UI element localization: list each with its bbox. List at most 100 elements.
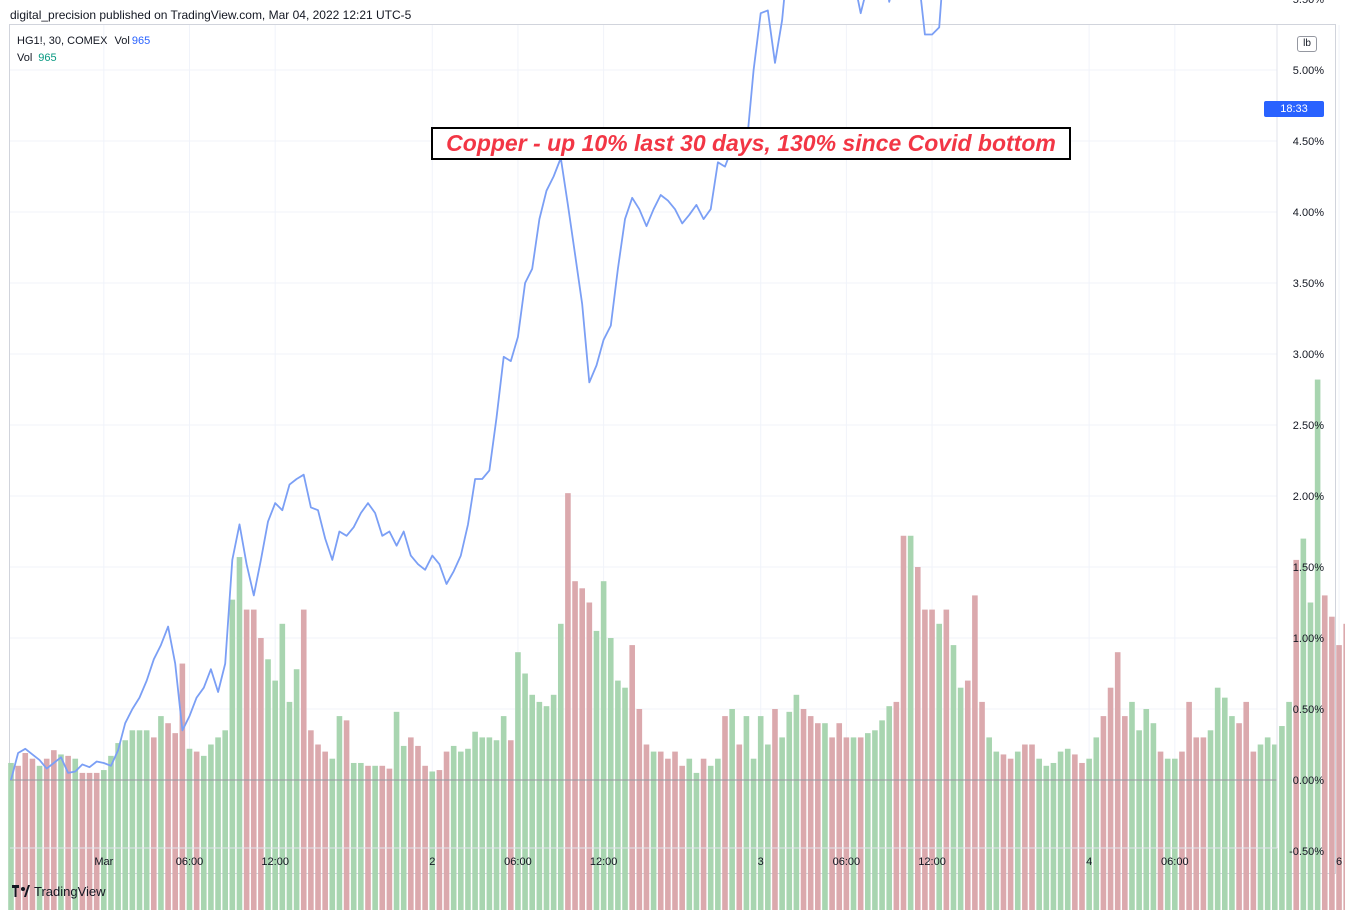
- volume-bar: [143, 730, 150, 910]
- volume-bar: [850, 737, 857, 910]
- volume-bar: [508, 740, 514, 910]
- volume-bar: [1072, 754, 1078, 910]
- unit-button[interactable]: lb: [1297, 36, 1317, 52]
- volume-bar: [943, 609, 950, 910]
- volume-bar: [286, 701, 293, 910]
- volume-bar: [807, 716, 814, 910]
- volume-bar: [679, 765, 685, 910]
- volume-bar: [208, 744, 214, 910]
- y-tick-label: 4.50%: [1293, 136, 1324, 148]
- volume-bar: [1271, 744, 1278, 910]
- volume-bar: [1207, 730, 1214, 910]
- y-tick-label: -0.50%: [1289, 846, 1324, 858]
- volume-bar: [243, 609, 250, 910]
- volume-bar: [993, 751, 1000, 910]
- legend-symbol-row: HG1!, 30, COMEX Vol 965: [17, 35, 150, 47]
- volume-bar: [1014, 751, 1021, 910]
- volume-bar: [443, 751, 450, 910]
- volume-bar: [315, 744, 321, 910]
- volume-bar: [515, 652, 521, 910]
- x-tick-label: 3: [758, 856, 764, 868]
- x-tick-label: 12:00: [261, 856, 289, 868]
- volume-bar: [1100, 716, 1107, 910]
- volume-bar: [450, 745, 457, 910]
- volume-bar: [1186, 701, 1192, 910]
- volume-bar: [436, 770, 443, 910]
- volume-bar: [1079, 762, 1085, 910]
- volume-bar: [1157, 751, 1164, 910]
- volume-bar: [765, 744, 771, 910]
- volume-bar: [1179, 751, 1185, 910]
- volume-bar: [115, 743, 121, 910]
- volume-bar: [329, 758, 336, 910]
- volume-bar: [972, 595, 978, 910]
- last-price-time-tag: 18:33: [1264, 101, 1324, 117]
- x-tick-label: 06:00: [176, 856, 204, 868]
- volume-bar: [1107, 687, 1114, 910]
- volume-bar: [101, 770, 107, 910]
- volume-bar: [58, 754, 64, 910]
- volume-bar: [1214, 687, 1221, 910]
- volume-bar: [1057, 751, 1064, 910]
- volume-bar: [665, 758, 671, 910]
- volume-bar: [479, 737, 486, 910]
- volume-bar: [300, 609, 307, 910]
- volume-bar: [129, 730, 136, 910]
- volume-bar: [415, 745, 421, 910]
- volume-bar: [793, 694, 800, 910]
- volume-bar: [1279, 726, 1285, 910]
- volume-bar: [1293, 559, 1299, 910]
- volume-bar: [1229, 716, 1235, 910]
- annotation-box: Copper - up 10% last 30 days, 130% since…: [431, 127, 1071, 160]
- volume-bar: [672, 751, 678, 910]
- volume-bar: [179, 663, 186, 910]
- volume-bar: [1007, 758, 1014, 910]
- volume-bar: [372, 765, 378, 910]
- volume-bar: [465, 748, 471, 910]
- volume-bar: [1064, 748, 1071, 910]
- volume-bar: [629, 645, 635, 910]
- volume-bar: [336, 716, 343, 910]
- volume-bar: [51, 750, 57, 910]
- y-tick-label: 1.00%: [1293, 633, 1324, 645]
- volume-bar: [379, 765, 386, 910]
- volume-bar: [86, 772, 93, 910]
- volume-bar: [151, 737, 157, 910]
- volume-bar: [1036, 758, 1042, 910]
- volume-bar: [964, 680, 971, 910]
- volume-bar: [236, 557, 243, 910]
- volume-bar: [886, 706, 893, 910]
- volume-bar: [1236, 723, 1242, 910]
- volume-bar: [572, 581, 578, 910]
- volume-bar: [1243, 701, 1250, 910]
- x-tick-label: 06:00: [833, 856, 861, 868]
- x-tick-label: Mar: [94, 856, 113, 868]
- volume-bar: [308, 730, 314, 910]
- volume-bar: [707, 765, 714, 910]
- publisher-line: digital_precision published on TradingVi…: [10, 8, 412, 22]
- volume-bar: [65, 755, 71, 910]
- volume-bar: [957, 687, 964, 910]
- volume-bar: [222, 730, 228, 910]
- volume-bar: [493, 740, 500, 910]
- volume-bar: [386, 768, 393, 910]
- volume-bar: [729, 709, 735, 910]
- volume-bar: [772, 709, 778, 910]
- volume-bar: [200, 755, 207, 910]
- volume-bar: [600, 581, 607, 910]
- volume-bar: [1000, 754, 1007, 910]
- volume-bar: [750, 758, 757, 910]
- volume-bar: [8, 762, 14, 910]
- volume-bar: [836, 723, 843, 910]
- volume-bar: [215, 737, 221, 910]
- y-tick-label: 5.50%: [1293, 0, 1324, 6]
- volume-bar: [636, 709, 643, 910]
- volume-bar: [686, 758, 693, 910]
- y-tick-label: 4.00%: [1293, 207, 1324, 219]
- volume-bar: [843, 737, 850, 910]
- volume-bar: [1321, 595, 1328, 910]
- volume-bar: [922, 609, 928, 910]
- volume-bar: [400, 745, 407, 910]
- volume-bar: [543, 706, 550, 910]
